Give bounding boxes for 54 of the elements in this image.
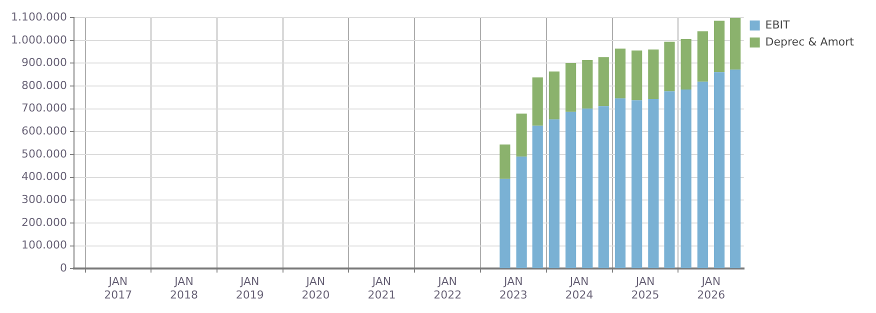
bar [664,91,675,268]
y-tick-label: 800.000 [21,78,67,92]
bar [714,72,725,268]
y-tick-label: 200.000 [21,216,67,229]
bar [632,100,642,268]
y-tick-label: 0 [60,261,67,274]
bar [500,178,510,268]
legend-label: EBIT [765,18,790,32]
y-tick-label: 1.000.000 [11,33,67,46]
bar [566,63,576,112]
bar [614,48,626,98]
x-tick-label: JAN 2021 [368,275,396,302]
x-tick-label: JAN 2017 [104,275,132,302]
bar [516,114,527,157]
y-tick-label: 100.000 [21,238,67,252]
bar [582,108,593,268]
bar [532,77,543,126]
bar [714,20,725,72]
bar [680,39,692,90]
bar [598,106,609,268]
bar [730,70,741,268]
bar [730,18,741,70]
bar [648,50,659,100]
bar [548,71,560,120]
x-tick-label: JAN 2025 [631,275,660,302]
bar [614,98,626,268]
bar [566,112,576,268]
bar [516,156,527,268]
bar [548,119,560,268]
bar [632,50,642,100]
bar [680,89,692,268]
bar [598,57,609,106]
bar [697,82,708,268]
x-tick-label: JAN 2019 [236,275,264,302]
x-tick-label: JAN 2023 [499,275,528,302]
bar [500,144,510,179]
y-tick-label: 400.000 [21,170,67,184]
bar [664,42,675,92]
y-tick-label: 700.000 [21,102,67,115]
bar [648,99,659,268]
bar [532,126,543,268]
bar [697,31,708,82]
x-tick-label: JAN 2026 [697,275,726,302]
y-tick-label: 900.000 [21,56,67,70]
legend-label: Deprec & Amort [765,35,855,48]
y-tick-label: 600.000 [21,124,67,138]
bar [582,60,593,109]
y-tick-label: 500.000 [21,147,67,160]
y-tick-label: 1.100.000 [11,10,67,24]
x-tick-label: JAN 2018 [170,275,198,302]
x-tick-label: JAN 2022 [434,275,462,302]
x-tick-label: JAN 2024 [565,275,594,302]
x-tick-label: JAN 2020 [302,275,330,302]
y-tick-label: 300.000 [21,193,67,206]
